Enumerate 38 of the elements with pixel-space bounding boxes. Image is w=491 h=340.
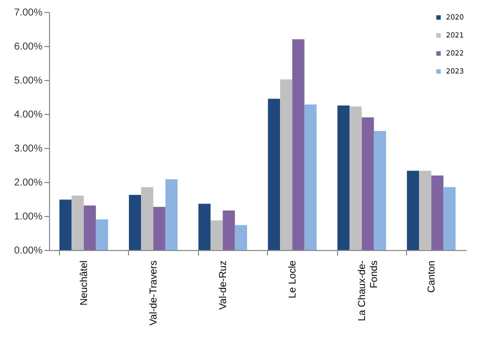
bar [443,187,456,250]
y-tick-label: 5.00% [14,76,43,86]
bar [292,39,304,250]
bar [337,106,350,250]
bar [141,187,154,250]
bar [350,106,362,250]
bar [406,170,420,250]
bar [72,196,84,250]
y-tick-label: 4.00% [14,110,43,120]
bar [59,200,72,250]
bar [96,219,108,250]
y-tick-label: 2.00% [14,178,43,188]
bar [280,79,292,250]
bar [374,131,386,250]
bar [304,104,317,250]
bar [210,220,223,250]
y-tick-label: 1.00% [14,212,43,222]
y-tick-label: 7.00% [14,8,43,18]
bar [362,117,374,250]
y-tick-label: 6.00% [14,42,43,52]
bar [165,179,178,250]
bar [431,176,444,250]
y-tick-label: 0.00% [14,246,43,256]
y-tick-label: 3.00% [14,144,43,154]
bar [222,210,235,250]
bar [198,204,211,250]
bar [419,170,432,250]
x-tick-label: La Chaux-de-Fonds [356,260,380,322]
bar [128,194,142,250]
x-tick-label: Val-de-Ruz [218,260,229,310]
x-tick-label: Neuchâtel [78,260,90,306]
bar [153,206,166,250]
x-tick-label: Le Locle [287,260,298,298]
bar [268,98,280,250]
x-tick-label: Val-de-Travers [148,260,160,326]
bar [84,205,96,250]
bar [234,225,248,250]
x-tick-label: Canton [426,260,438,293]
